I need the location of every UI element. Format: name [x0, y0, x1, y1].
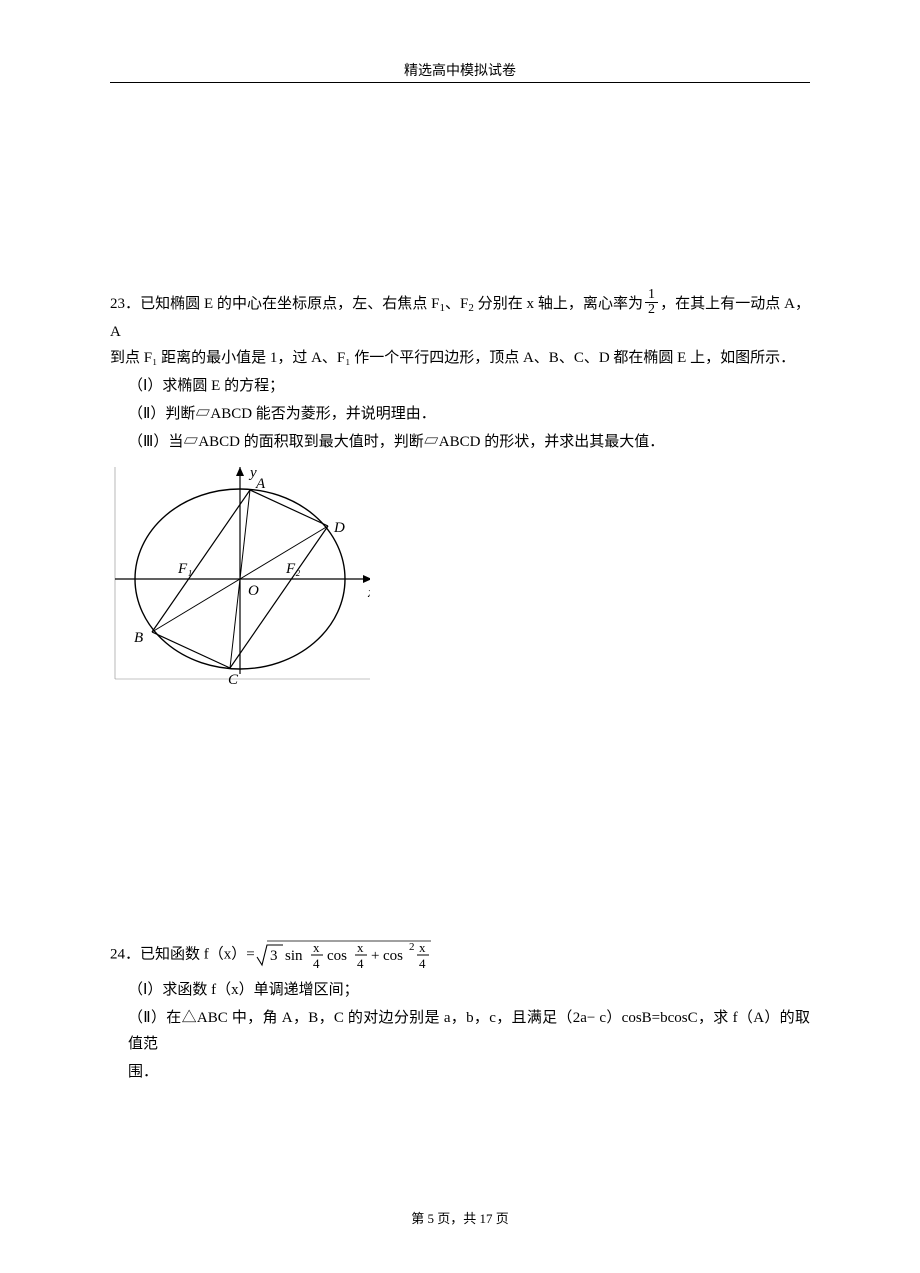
q24-part2b: 围． — [128, 1059, 810, 1085]
svg-text:cos: cos — [383, 948, 403, 964]
footer-suffix: 页 — [493, 1211, 509, 1226]
q24-part2a: （Ⅱ）在△ABC 中，角 A，B，C 的对边分别是 a，b，c，且满足（2a− … — [128, 1005, 810, 1057]
ellipse-svg: OxyADCBF₁F₂ — [110, 459, 370, 689]
q24-number: 24． — [110, 946, 140, 962]
footer-prefix: 第 — [411, 1211, 427, 1226]
fraction-one-half: 12 — [645, 288, 658, 317]
q24-line1: 24．已知函数 f（x）= 3sinx4cosx4+cos2x4 — [110, 935, 810, 975]
q23-text-a: 已知椭圆 E 的中心在坐标原点，左、右焦点 F — [140, 296, 439, 312]
footer-total: 17 — [480, 1211, 493, 1226]
svg-text:C: C — [228, 672, 239, 688]
svg-text:4: 4 — [357, 956, 364, 971]
svg-text:x: x — [419, 940, 426, 955]
svg-text:2: 2 — [409, 941, 415, 953]
q23-text-b: 、F — [445, 296, 468, 312]
fraction-den: 2 — [645, 303, 658, 317]
svg-text:4: 4 — [419, 956, 426, 971]
q23-part3: （Ⅲ）当▱ABCD 的面积取到最大值时，判断▱ABCD 的形状，并求出其最大值． — [128, 429, 810, 455]
q23-part1: （Ⅰ）求椭圆 E 的方程； — [128, 373, 810, 399]
q24-text-a: 已知函数 f（x）= — [140, 946, 255, 962]
svg-text:B: B — [134, 630, 143, 646]
svg-text:x: x — [313, 940, 320, 955]
question-23: 23．已知椭圆 E 的中心在坐标原点，左、右焦点 F 1 、F 2 分别在 x 轴上，… — [110, 290, 810, 698]
q24-part1: （Ⅰ）求函数 f（x）单调递增区间； — [128, 977, 810, 1003]
svg-text:+: + — [371, 948, 379, 964]
q24-math-expr: 3sinx4cosx4+cos2x4 — [255, 935, 465, 975]
svg-text:A: A — [255, 476, 266, 492]
svg-text:F₁: F₁ — [177, 561, 192, 577]
page-header: 精选高中模拟试卷 — [0, 60, 920, 80]
svg-text:O: O — [248, 583, 259, 599]
question-24: 24．已知函数 f（x）= 3sinx4cosx4+cos2x4 （Ⅰ）求函数 … — [110, 935, 810, 1085]
q23-line1: 23．已知椭圆 E 的中心在坐标原点，左、右焦点 F 1 、F 2 分别在 x 轴上，… — [110, 290, 810, 345]
footer-mid: 页，共 — [434, 1211, 480, 1226]
svg-text:sin: sin — [285, 948, 303, 964]
ellipse-diagram: OxyADCBF₁F₂ — [110, 459, 810, 698]
svg-text:3: 3 — [270, 948, 278, 964]
svg-text:4: 4 — [313, 956, 320, 971]
q24-math-svg: 3sinx4cosx4+cos2x4 — [255, 935, 465, 975]
q23-text-c: 分别在 x 轴上，离心率为 — [474, 296, 643, 312]
svg-text:F₂: F₂ — [285, 561, 300, 577]
q23-line2: 到点 F₁ 距离的最小值是 1，过 A、F₁ 作一个平行四边形，顶点 A、B、C… — [110, 345, 810, 371]
page-footer: 第 5 页，共 17 页 — [0, 1208, 920, 1227]
header-rule — [110, 82, 810, 83]
fraction-num: 1 — [645, 288, 658, 303]
q23-number: 23． — [110, 296, 140, 312]
svg-text:x: x — [367, 585, 370, 601]
svg-text:D: D — [333, 520, 345, 536]
svg-text:x: x — [357, 940, 364, 955]
svg-text:cos: cos — [327, 948, 347, 964]
q23-part2: （Ⅱ）判断▱ABCD 能否为菱形，并说明理由． — [128, 401, 810, 427]
